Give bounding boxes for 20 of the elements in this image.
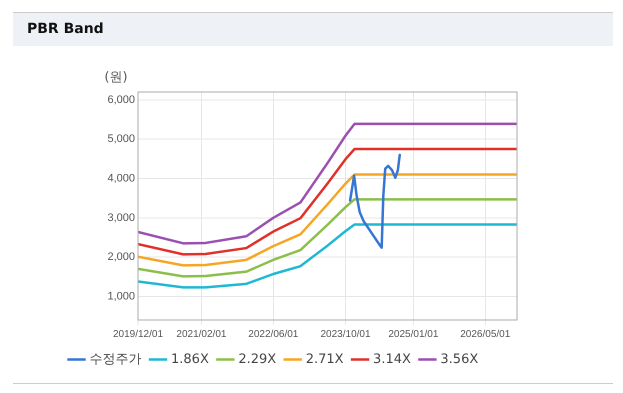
y-tick-label: 1,000 — [107, 290, 135, 302]
legend-label: 3.14X — [373, 352, 411, 367]
y-tick-label: 4,000 — [107, 172, 135, 185]
legend-label: 2.29X — [238, 352, 276, 367]
y-tick-label: 3,000 — [107, 212, 135, 224]
x-tick-label: 2021/02/01 — [176, 328, 227, 340]
legend-label: 1.86X — [171, 352, 209, 367]
y-axis-title: (원) — [104, 70, 128, 85]
x-tick-label: 2026/05/01 — [460, 328, 511, 340]
y-tick-label: 5,000 — [107, 133, 135, 146]
chart-title: PBR Band — [27, 21, 104, 37]
x-tick-label: 2019/12/01 — [112, 328, 164, 340]
x-tick-label: 2023/10/01 — [320, 328, 371, 340]
legend-label: 2.71X — [306, 352, 344, 367]
y-tick-label: 2,000 — [107, 251, 135, 264]
x-tick-label: 2025/01/01 — [388, 328, 439, 340]
legend-label: 3.56X — [440, 352, 478, 367]
legend-label: 수정주가 — [90, 352, 142, 367]
x-tick-label: 2022/06/01 — [248, 328, 299, 340]
y-tick-label: 6,000 — [107, 94, 135, 106]
